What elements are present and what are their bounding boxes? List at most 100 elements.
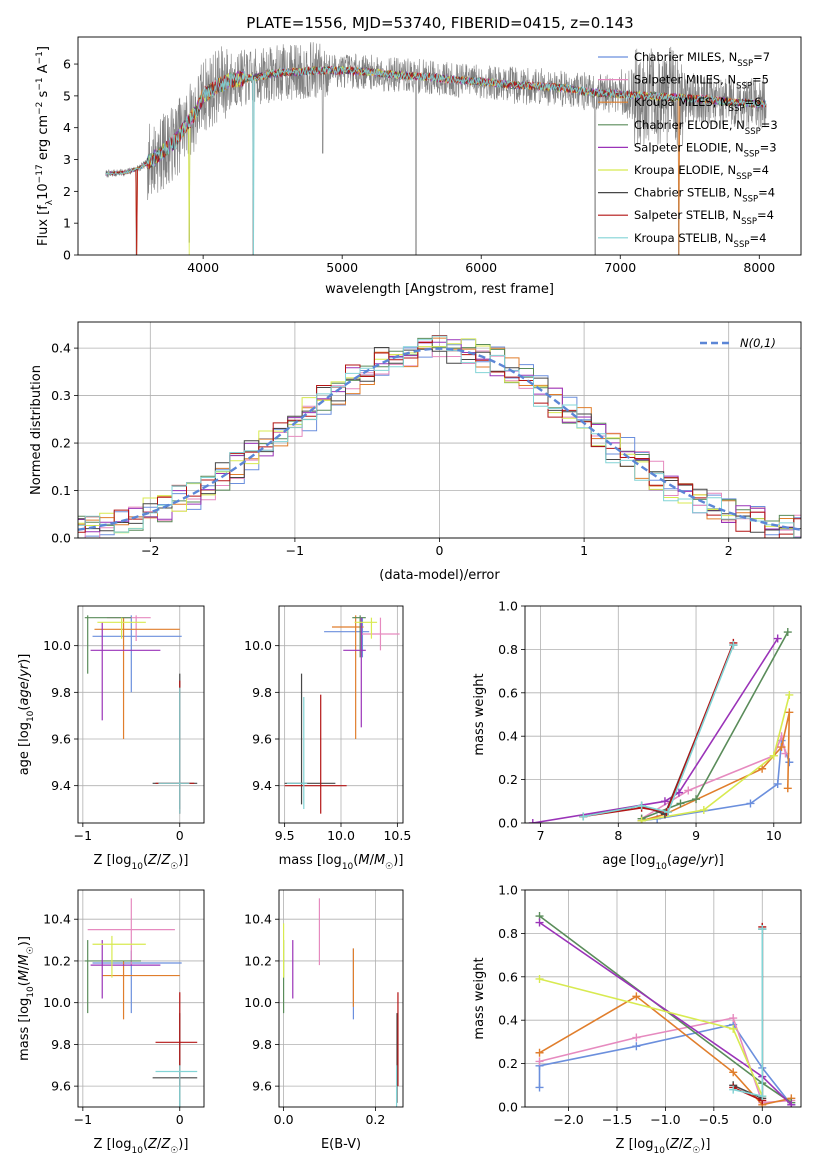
axes-frame xyxy=(524,605,802,824)
axes-age-vs-Z: −1 0 9.4 9.6 9.8 10.0 xyxy=(43,605,205,843)
x-tick-label: 10 xyxy=(766,828,782,843)
label-part: Z [ xyxy=(94,853,112,868)
y-tick-label: 0 xyxy=(63,248,71,263)
histogram-ylabel: Normed distribution xyxy=(29,365,44,495)
x-tick-label: 0.0 xyxy=(274,1112,294,1127)
y-tick-label: 10.0 xyxy=(43,995,71,1010)
legend-entry: Salpeter MILES, NSSP=5 xyxy=(634,73,769,92)
y-tick-label: 10.2 xyxy=(43,953,71,968)
legend-count: =3 xyxy=(761,118,778,132)
x-tick-label: −1 xyxy=(74,828,92,843)
label-part: )] xyxy=(178,853,188,868)
label-part: −2 xyxy=(35,102,45,115)
weight-marker xyxy=(729,1024,738,1033)
axes-frame xyxy=(77,605,205,824)
y-tick-label: 10.4 xyxy=(244,912,272,927)
y-tick-label: 0.4 xyxy=(498,1013,518,1028)
plot-area-weight-vs-Z xyxy=(535,912,796,1107)
y-tick-label: 0.8 xyxy=(498,642,518,657)
plot-area-age-vs-mass xyxy=(284,615,400,814)
x-tick-label: 4000 xyxy=(187,260,219,275)
label-part: 10 xyxy=(655,862,667,872)
weight-marker xyxy=(758,764,767,773)
x-tick-label: 7000 xyxy=(604,260,636,275)
legend-subscript: SSP xyxy=(737,59,753,69)
mass-vs-EBV-xlabel: E(B-V) xyxy=(321,1137,361,1152)
weight-marker xyxy=(637,801,646,810)
label-part: erg cm xyxy=(36,115,51,164)
axes-weight-vs-Z: −2.0 −1.5 −1.0 −0.5 0.0 0.0 0.2 0.4 0.6 0.8 1.0 xyxy=(498,883,802,1127)
y-tick-label: 0.0 xyxy=(51,531,71,546)
legend-count: =4 xyxy=(757,208,774,222)
label-part: s xyxy=(36,90,51,101)
x-tick-label: −1 xyxy=(286,543,304,558)
label-part: )] xyxy=(178,1137,188,1152)
y-tick-label: 0.0 xyxy=(498,1100,518,1115)
label-part: M xyxy=(374,853,385,868)
plot-area-weight-vs-age xyxy=(528,628,794,823)
legend-entry: Chabrier MILES, NSSP=7 xyxy=(634,50,770,69)
label-part: / xyxy=(696,853,701,868)
legend-count: =7 xyxy=(753,50,770,64)
label-part: log xyxy=(17,722,32,742)
y-tick-label: 9.8 xyxy=(252,685,272,700)
label-part: 10 xyxy=(342,862,354,872)
y-tick-label: 0.2 xyxy=(51,436,71,451)
label-part: / xyxy=(157,1137,162,1152)
label-part: / xyxy=(17,965,32,970)
label-part: / xyxy=(157,853,162,868)
label-part: log xyxy=(322,853,342,868)
plot-area-mass-vs-EBV xyxy=(282,898,399,1107)
y-tick-label: 3 xyxy=(63,152,71,167)
label-part: λ xyxy=(45,199,55,205)
label-part: )] xyxy=(17,936,32,946)
label-part: yr xyxy=(17,662,32,678)
legend-entry: N(0,1) xyxy=(740,336,776,350)
label-part: 10 xyxy=(131,1146,143,1156)
x-tick-label: 10.0 xyxy=(327,828,355,843)
label-part: −1 xyxy=(35,77,45,90)
x-tick-label: −1 xyxy=(74,1112,92,1127)
weight-marker xyxy=(785,690,794,699)
weight-marker xyxy=(632,992,641,1001)
spectrum-ylabel: Flux [fλ10−17 erg cm−2 s−1 A−1] xyxy=(35,46,55,246)
plot-area-age-vs-Z xyxy=(84,615,198,814)
y-tick-label: 0.6 xyxy=(498,685,518,700)
x-tick-label: 6000 xyxy=(465,260,497,275)
x-tick-label: 1 xyxy=(580,543,588,558)
label-part: )] xyxy=(714,853,724,868)
legend-count: =4 xyxy=(749,231,766,245)
label-part: ( xyxy=(665,1137,670,1152)
legend-model-name: Salpeter MILES, N xyxy=(634,73,736,87)
label-part: 10 xyxy=(131,862,143,872)
weight-marker xyxy=(773,634,782,643)
y-tick-label: 9.4 xyxy=(51,778,71,793)
legend-subscript: SSP xyxy=(744,149,760,159)
weight-marker xyxy=(684,786,693,795)
label-part: log xyxy=(17,998,32,1018)
axes-frame xyxy=(77,889,205,1108)
axes-spectrum: 4000 5000 6000 7000 8000 0 1 2 3 4 5 6 xyxy=(63,36,802,275)
y-tick-label: 10.4 xyxy=(43,912,71,927)
weight-marker xyxy=(783,784,792,793)
axes-frame xyxy=(524,889,802,1108)
label-part: log xyxy=(636,853,656,868)
weight-vs-Z-ylabel: mass weight xyxy=(472,957,487,1039)
axes-frame xyxy=(77,36,802,256)
age-vs-Z-ylabel: age [log10(age/yr)] xyxy=(17,654,36,776)
weight-marker xyxy=(664,808,673,817)
label-part: Z xyxy=(669,1137,680,1152)
legend-subscript: SSP xyxy=(734,240,750,250)
y-tick-label: 9.8 xyxy=(252,1037,272,1052)
x-tick-label: 5000 xyxy=(326,260,358,275)
x-tick-label: −2.0 xyxy=(553,1112,583,1127)
x-tick-label: 0 xyxy=(176,828,184,843)
legend-model-name: Salpeter ELODIE, N xyxy=(634,140,744,154)
y-tick-label: 9.4 xyxy=(252,778,272,793)
label-part: ☉ xyxy=(385,862,393,872)
y-tick-label: 4 xyxy=(63,120,71,135)
y-tick-label: 0.1 xyxy=(51,483,71,498)
weight-marker xyxy=(729,1068,738,1077)
label-part: M xyxy=(17,954,32,965)
